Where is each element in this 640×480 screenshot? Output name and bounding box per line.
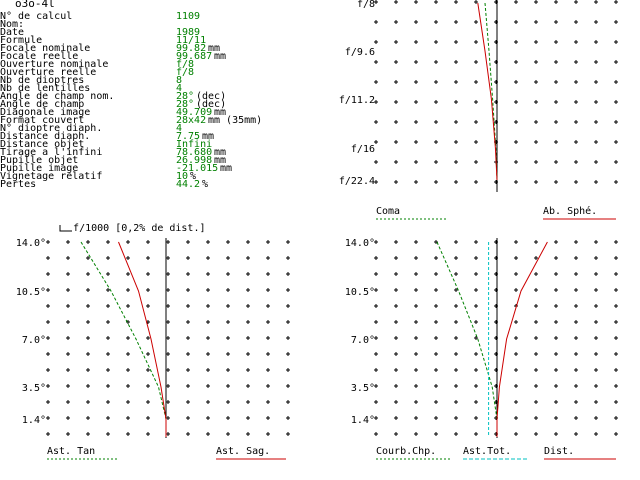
sph-tick-label: f/16 xyxy=(351,144,375,155)
param-unit: mm xyxy=(214,155,227,166)
param-value: -21.015 xyxy=(176,163,219,174)
scale-note: f/1000 [0,2% de dist.] xyxy=(47,212,206,234)
ast-tick-label: 10.5° xyxy=(16,287,46,298)
dist-series-dist xyxy=(496,241,548,437)
param-unit: mm xyxy=(208,43,221,54)
param-label: Distance diaph. xyxy=(0,131,91,142)
dist-tick-label: 10.5° xyxy=(345,287,375,298)
param-value: 26.998 xyxy=(176,155,213,166)
ast-tick-label: 7.0° xyxy=(22,335,46,346)
legend-sph: Ab. Sphé. xyxy=(543,206,598,217)
legend-coma: Coma xyxy=(376,206,401,217)
param-label: Pupille image xyxy=(0,163,79,174)
param-label: Nb de dioptres xyxy=(0,75,85,86)
param-label: Format couvert xyxy=(0,115,85,126)
param-value: 4 xyxy=(176,123,183,134)
param-value: 8 xyxy=(176,75,183,86)
param-value: 10 xyxy=(176,171,189,182)
param-value: 28x42 xyxy=(176,115,207,126)
param-label: N° dioptre diaph. xyxy=(0,123,103,134)
sph-tick-label: f/22.4 xyxy=(339,176,375,187)
param-label: Distance objet xyxy=(0,139,85,150)
param-value: f/8 xyxy=(176,67,195,78)
param-value: 99.687 xyxy=(176,51,213,62)
ast-tick-label: 1.4° xyxy=(22,415,46,426)
param-label: Tirage a l'infini xyxy=(0,147,103,158)
param-label: Nom: xyxy=(0,19,25,30)
param-label: Focale nominale xyxy=(0,43,91,54)
ast-tick-label: 3.5° xyxy=(22,383,46,394)
file-title: o3o-4l xyxy=(15,0,55,10)
param-unit: % xyxy=(202,179,209,190)
legend-ast-tot: Ast.Tot. xyxy=(463,446,512,457)
dist-tick-label: 3.5° xyxy=(351,383,375,394)
param-unit: % xyxy=(190,171,197,182)
scale-bracket-icon xyxy=(59,225,73,232)
param-label: Angle de champ xyxy=(0,99,85,110)
param-unit: mm xyxy=(214,147,227,158)
param-value: 7.75 xyxy=(176,131,201,142)
param-value: 99.82 xyxy=(176,43,207,54)
param-label: Ouverture nominale xyxy=(0,59,109,70)
param-label: Pupille objet xyxy=(0,155,79,166)
param-value: 28° xyxy=(176,99,195,110)
param-value: 4 xyxy=(176,83,183,94)
param-unit: (dec) xyxy=(196,91,227,102)
param-value: 1989 xyxy=(176,27,201,38)
param-value: 78.680 xyxy=(176,147,213,158)
param-label: Pertes xyxy=(0,179,37,190)
scale-note-text: f/1000 [0,2% de dist.] xyxy=(73,223,206,234)
param-label: Formule xyxy=(0,35,43,46)
sph-tick-label: f/11.2 xyxy=(339,95,375,106)
param-unit: mm xyxy=(202,131,215,142)
param-label: Ouverture reelle xyxy=(0,67,97,78)
sph-series-absph xyxy=(477,2,498,181)
param-label: Angle de champ nom. xyxy=(0,91,115,102)
param-value: 1109 xyxy=(176,11,201,22)
param-value: 44.2 xyxy=(176,179,201,190)
param-unit: mm xyxy=(214,51,227,62)
legend-ast-tan: Ast. Tan xyxy=(47,446,96,457)
param-label: Nb de lentilles xyxy=(0,83,91,94)
param-label: Date xyxy=(0,27,25,38)
legend-ast-sag: Ast. Sag. xyxy=(216,446,271,457)
sph-tick-label: f/8 xyxy=(357,0,375,10)
param-value: f/8 xyxy=(176,59,195,70)
sph-tick-label: f/9.6 xyxy=(345,47,375,58)
legend-dist: Dist. xyxy=(544,446,575,457)
param-label: N° de calcul xyxy=(0,11,73,22)
ast-series-astsag xyxy=(118,241,167,437)
dist-series-courbchp xyxy=(436,241,498,437)
param-unit: mm (35mm) xyxy=(208,115,263,126)
param-unit: (dec) xyxy=(196,99,227,110)
param-value: Infini xyxy=(176,139,213,150)
dist-tick-label: 1.4° xyxy=(351,415,375,426)
param-value: 49.709 xyxy=(176,107,213,118)
legend-courb: Courb.Chp. xyxy=(376,446,437,457)
param-unit: mm xyxy=(220,163,233,174)
dist-tick-label: 7.0° xyxy=(351,335,375,346)
param-label: Vignetage relatif xyxy=(0,171,103,182)
dist-tick-label: 14.0° xyxy=(345,238,375,249)
param-unit: mm xyxy=(214,107,227,118)
ast-tick-label: 14.0° xyxy=(16,238,46,249)
param-label: Diagonale image xyxy=(0,107,91,118)
param-value: 11/11 xyxy=(176,35,207,46)
param-label: Focale reelle xyxy=(0,51,79,62)
ast-series-asttan xyxy=(80,241,167,437)
param-value: 28° xyxy=(176,91,195,102)
